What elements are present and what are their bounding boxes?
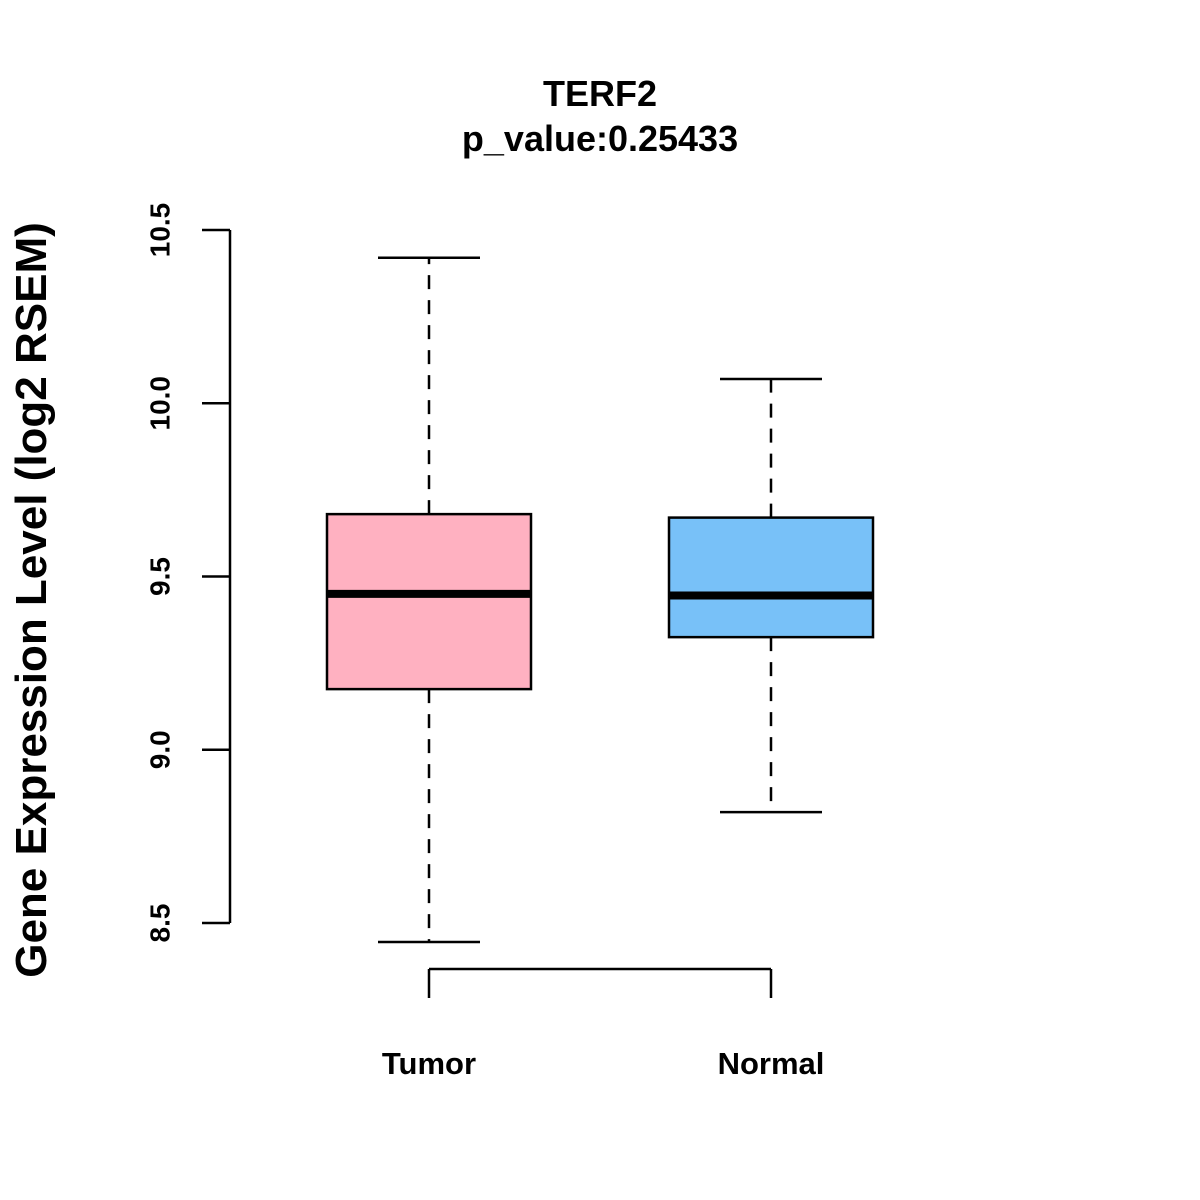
y-tick-label: 9.0 bbox=[145, 730, 176, 769]
iqr-box bbox=[667, 516, 875, 639]
boxes bbox=[325, 256, 875, 944]
y-axis: 8.5 9.0 9.5 10.0 10.5 bbox=[145, 203, 232, 943]
box-tumor bbox=[325, 256, 533, 944]
y-tick-label: 9.5 bbox=[145, 557, 176, 596]
y-tick-label: 10.0 bbox=[145, 376, 176, 431]
chart-title: TERF2 bbox=[543, 73, 657, 114]
box-normal bbox=[667, 377, 875, 814]
chart-subtitle: p_value:0.25433 bbox=[462, 118, 738, 159]
x-tick-label: Tumor bbox=[382, 1046, 476, 1081]
y-tick-label: 10.5 bbox=[145, 203, 176, 258]
x-tick-label: Normal bbox=[718, 1046, 825, 1081]
iqr-box bbox=[325, 512, 533, 691]
y-tick-label: 8.5 bbox=[145, 904, 176, 943]
x-axis: Tumor Normal bbox=[382, 967, 825, 1081]
y-axis-label: Gene Expression Level (log2 RSEM) bbox=[7, 222, 56, 978]
